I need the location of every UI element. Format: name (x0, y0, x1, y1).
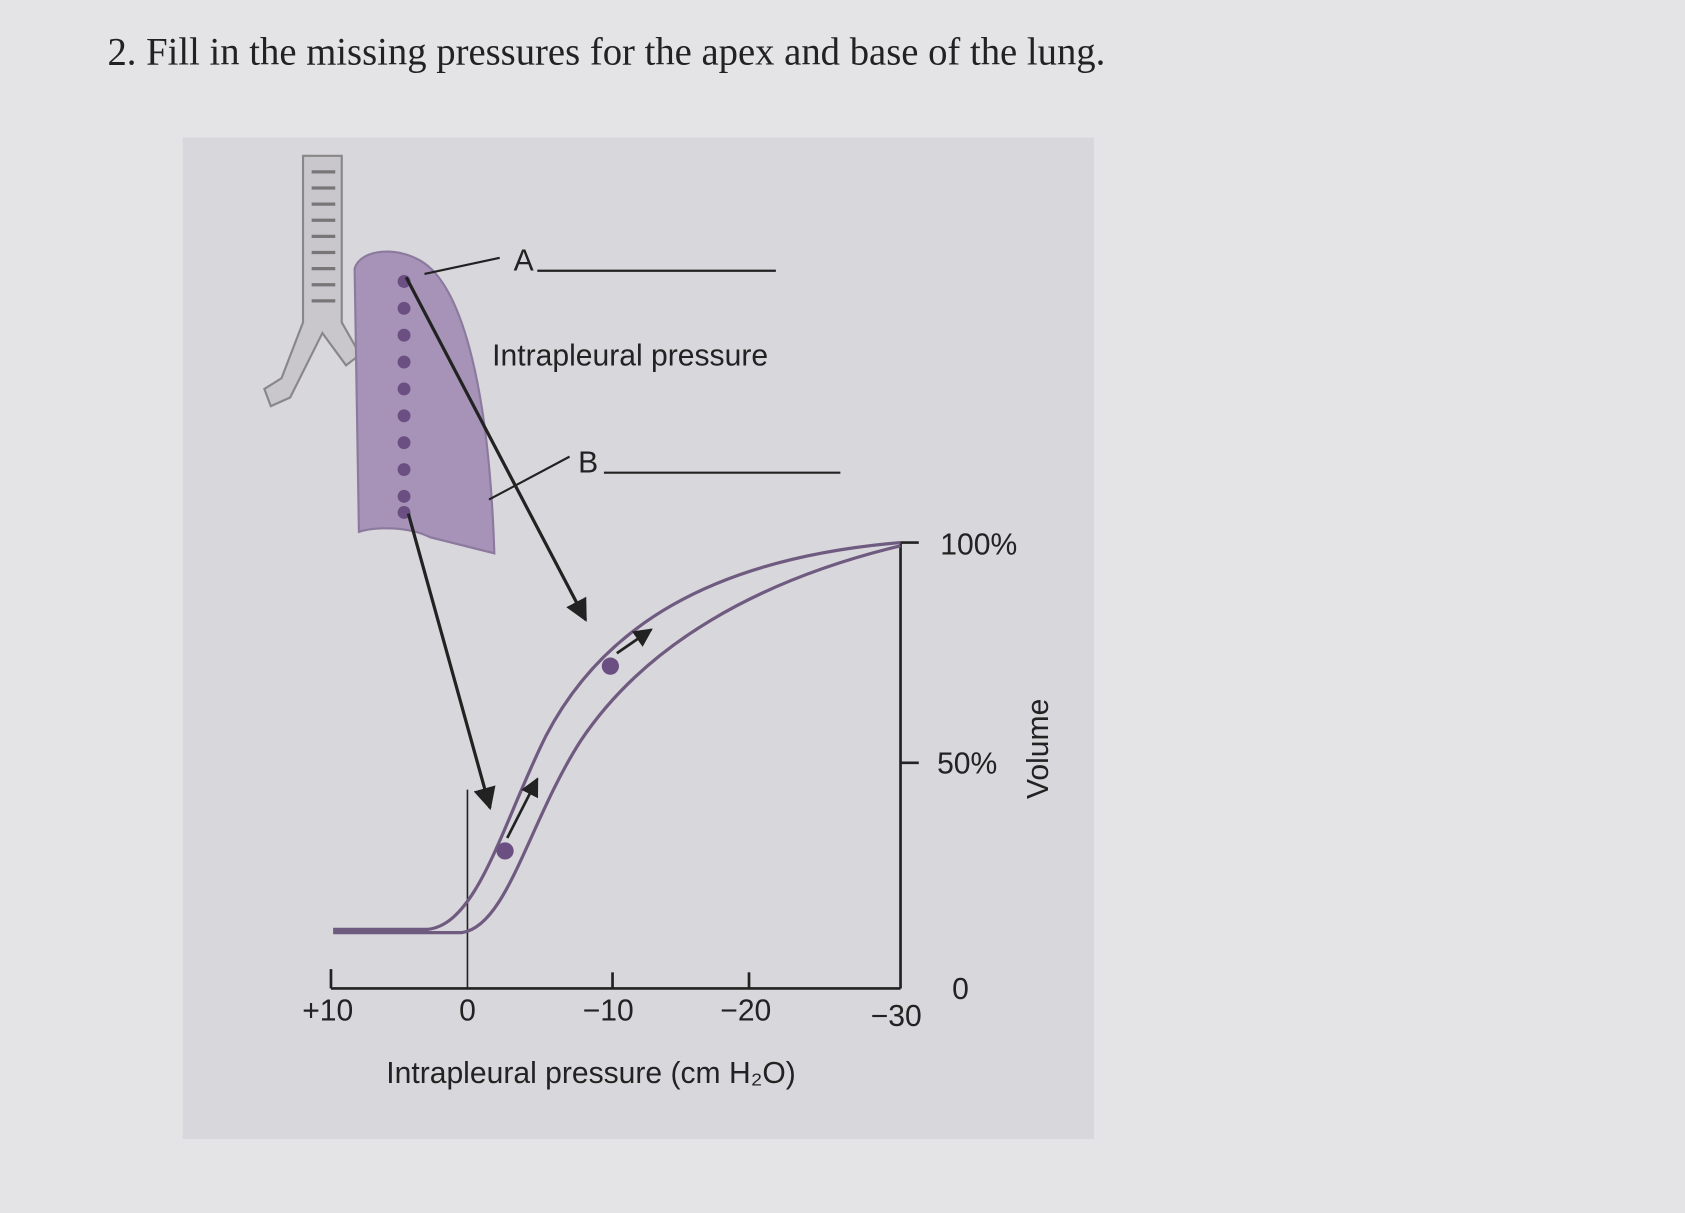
lung-illustration (263, 154, 496, 555)
x-tick-label: +10 (302, 995, 353, 1028)
x-tick-label: −20 (720, 995, 771, 1028)
y-axis-title: Volume (1022, 699, 1055, 799)
x-tick-label: −10 (583, 995, 634, 1028)
y-tick-label: 100% (940, 528, 1017, 561)
apex-small-arrow (616, 628, 653, 655)
question: 2. Fill in the missing pressures for the… (107, 31, 1105, 73)
base-arrow (406, 513, 496, 811)
base-point (496, 842, 514, 860)
compliance-curves (333, 540, 901, 935)
x-tick-label: 0 (459, 995, 476, 1028)
leader-b (488, 455, 571, 501)
label-a: A (514, 245, 534, 278)
leader-a (424, 256, 500, 276)
axes (329, 541, 919, 990)
y-tick-label: 0 (952, 973, 969, 1006)
label-intrapleural: Intrapleural pressure (492, 339, 768, 372)
apex-arrow (404, 276, 588, 622)
x-axis-title: Intrapleural pressure (cm H₂O) (386, 1057, 796, 1090)
y-tick-label: 50% (937, 748, 997, 781)
base-small-arrow (506, 777, 539, 839)
label-b: B (578, 447, 598, 480)
apex-point (601, 657, 619, 675)
x-tick-label: −30 (871, 1000, 922, 1033)
